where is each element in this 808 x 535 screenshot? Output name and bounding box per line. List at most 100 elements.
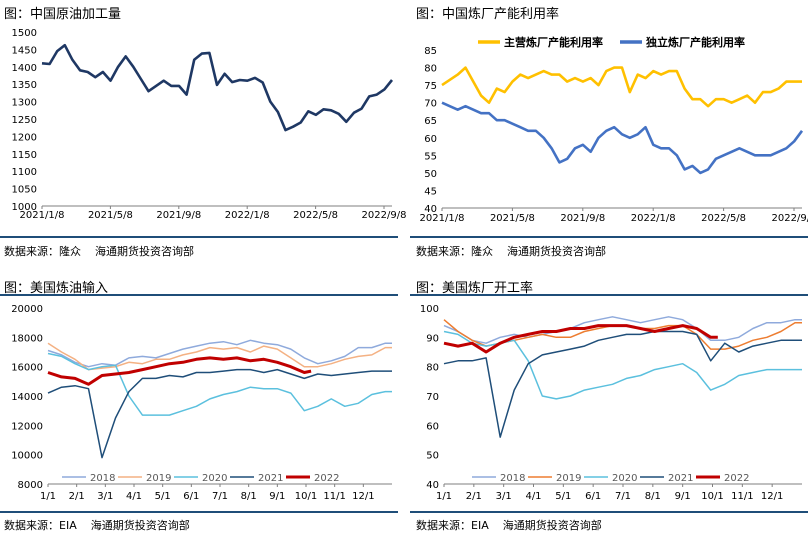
series-line-主营炼厂产能利用率 [441, 66, 802, 108]
series-line-2022 [47, 356, 312, 386]
x-tick-label: 2022/5/8 [293, 210, 338, 221]
x-tick-label: 9/1 [675, 491, 691, 502]
y-tick-label: 50 [426, 451, 439, 462]
legend-label: 2019 [556, 473, 581, 484]
chart-china-refinery-utilization: 40 45 50 55 60 65 70 75 80 85 2021/1/8 2021/5/8 2021… [420, 35, 808, 224]
legend-label: 独立炼厂产能利用率 [645, 35, 745, 49]
y-tick-label: 1250 [12, 115, 37, 126]
x-tick-label: 10/1 [701, 491, 723, 502]
panel0-title: 图：中国原油加工量 [4, 7, 122, 22]
panel2-title: 图：美国炼油输入 [4, 281, 109, 296]
y-tick-label: 80 [426, 363, 439, 374]
x-tick-label: 5/1 [155, 491, 171, 502]
panel2-source-text: 数据来源：EIA [4, 519, 77, 532]
x-tick-label: 2021/9/8 [560, 213, 605, 224]
y-tick-label: 8000 [18, 480, 43, 491]
legend-label: 2018 [90, 473, 115, 484]
y-tick-label: 90 [426, 333, 439, 344]
y-tick-label: 1050 [12, 185, 37, 196]
panel0-org-text: 海通期货投资咨询部 [95, 245, 194, 258]
x-tick-label: 6/1 [183, 491, 199, 502]
panel3-rule [410, 511, 808, 513]
y-tick-label: 12000 [11, 421, 43, 432]
panel0-rule [0, 236, 398, 238]
panel2-org-text: 海通期货投资咨询部 [90, 519, 190, 532]
panel3-org-text: 海通期货投资咨询部 [502, 519, 602, 532]
y-tick-label: 60 [424, 134, 437, 145]
x-tick-label: 2022/9/8 [772, 213, 808, 224]
x-tick-label: 6/1 [585, 491, 601, 502]
x-tick-label: 2022/9/8 [362, 210, 407, 221]
x-tick-label: 11/1 [731, 491, 753, 502]
y-tick-label: 100 [420, 304, 439, 315]
y-tick-label: 40 [426, 480, 439, 491]
legend-label: 2021 [258, 473, 283, 484]
x-tick-label: 4/1 [525, 491, 541, 502]
panel3-title: 图：美国炼厂开工率 [416, 281, 534, 296]
panel0-source-text: 数据来源：隆众 [4, 245, 81, 258]
series-line-2021 [47, 368, 392, 459]
y-tick-label: 1150 [12, 150, 37, 161]
x-tick-label: 4/1 [126, 491, 142, 502]
panel1-rule [410, 236, 808, 238]
y-tick-label: 80 [424, 64, 437, 75]
y-tick-label: 60 [426, 421, 439, 432]
series-line-独立炼厂产能利用率 [441, 101, 804, 175]
y-tick-label: 10000 [11, 451, 43, 462]
y-tick-label: 18000 [11, 333, 43, 344]
legend-label: 2022 [314, 473, 339, 484]
panel3-top-rule [410, 294, 808, 296]
x-tick-label: 2/1 [466, 491, 482, 502]
panel2-top-rule [0, 294, 398, 296]
y-tick-label: 1450 [12, 45, 37, 56]
series-line-2019 [47, 342, 392, 371]
panel2-source: 数据来源：EIA 海通期货投资咨询部 [4, 517, 204, 533]
y-tick-label: 50 [424, 169, 437, 180]
y-tick-label: 40 [424, 204, 437, 215]
y-tick-label: 1400 [12, 63, 37, 74]
panel3-source: 数据来源：EIA 海通期货投资咨询部 [416, 517, 616, 533]
x-tick-label: 5/1 [555, 491, 571, 502]
panel1-source-text: 数据来源：隆众 [416, 245, 493, 258]
x-tick-label: 3/1 [496, 491, 512, 502]
x-tick-label: 11/1 [323, 491, 345, 502]
series-line-2020 [47, 352, 392, 416]
panel1-org-text: 海通期货投资咨询部 [507, 245, 606, 258]
panel0-source: 数据来源：隆众 海通期货投资咨询部 [4, 243, 208, 259]
y-tick-label: 65 [424, 116, 437, 127]
x-tick-label: 2021/1/8 [20, 210, 65, 221]
x-tick-label: 7/1 [615, 491, 631, 502]
y-tick-label: 70 [424, 99, 437, 110]
y-tick-label: 1100 [12, 167, 37, 178]
x-tick-label: 2022/1/8 [225, 210, 270, 221]
x-tick-label: 3/1 [97, 491, 113, 502]
x-tick-label: 7/1 [212, 491, 228, 502]
y-tick-label: 45 [424, 186, 437, 197]
legend-label: 2020 [612, 473, 637, 484]
series-line-2018 [443, 316, 802, 344]
y-tick-label: 1350 [12, 80, 37, 91]
legend-label: 主营炼厂产能利用率 [504, 35, 603, 49]
legend-label: 2019 [146, 473, 171, 484]
x-tick-label: 2022/5/8 [701, 213, 746, 224]
series-line-2018 [47, 339, 392, 368]
y-tick-label: 70 [426, 392, 439, 403]
x-tick-label: 2021/5/8 [490, 213, 535, 224]
y-tick-label: 14000 [11, 392, 43, 403]
x-tick-label: 9/1 [269, 491, 285, 502]
x-tick-label: 2022/1/8 [631, 213, 676, 224]
y-tick-label: 20000 [11, 304, 43, 315]
x-tick-label: 12/1 [761, 491, 783, 502]
y-tick-label: 55 [424, 151, 437, 162]
series-line-2022 [443, 324, 718, 354]
y-tick-label: 75 [424, 81, 437, 92]
x-tick-label: 12/1 [352, 491, 374, 502]
x-tick-label: 10/1 [295, 491, 317, 502]
y-tick-label: 16000 [11, 363, 43, 374]
legend-label: 2021 [668, 473, 693, 484]
series-line-main [41, 43, 394, 132]
panel2-rule [0, 511, 398, 513]
series-line-2021 [443, 330, 802, 438]
x-tick-label: 1/1 [436, 491, 452, 502]
panel1-title: 图：中国炼厂产能利用率 [416, 7, 560, 22]
